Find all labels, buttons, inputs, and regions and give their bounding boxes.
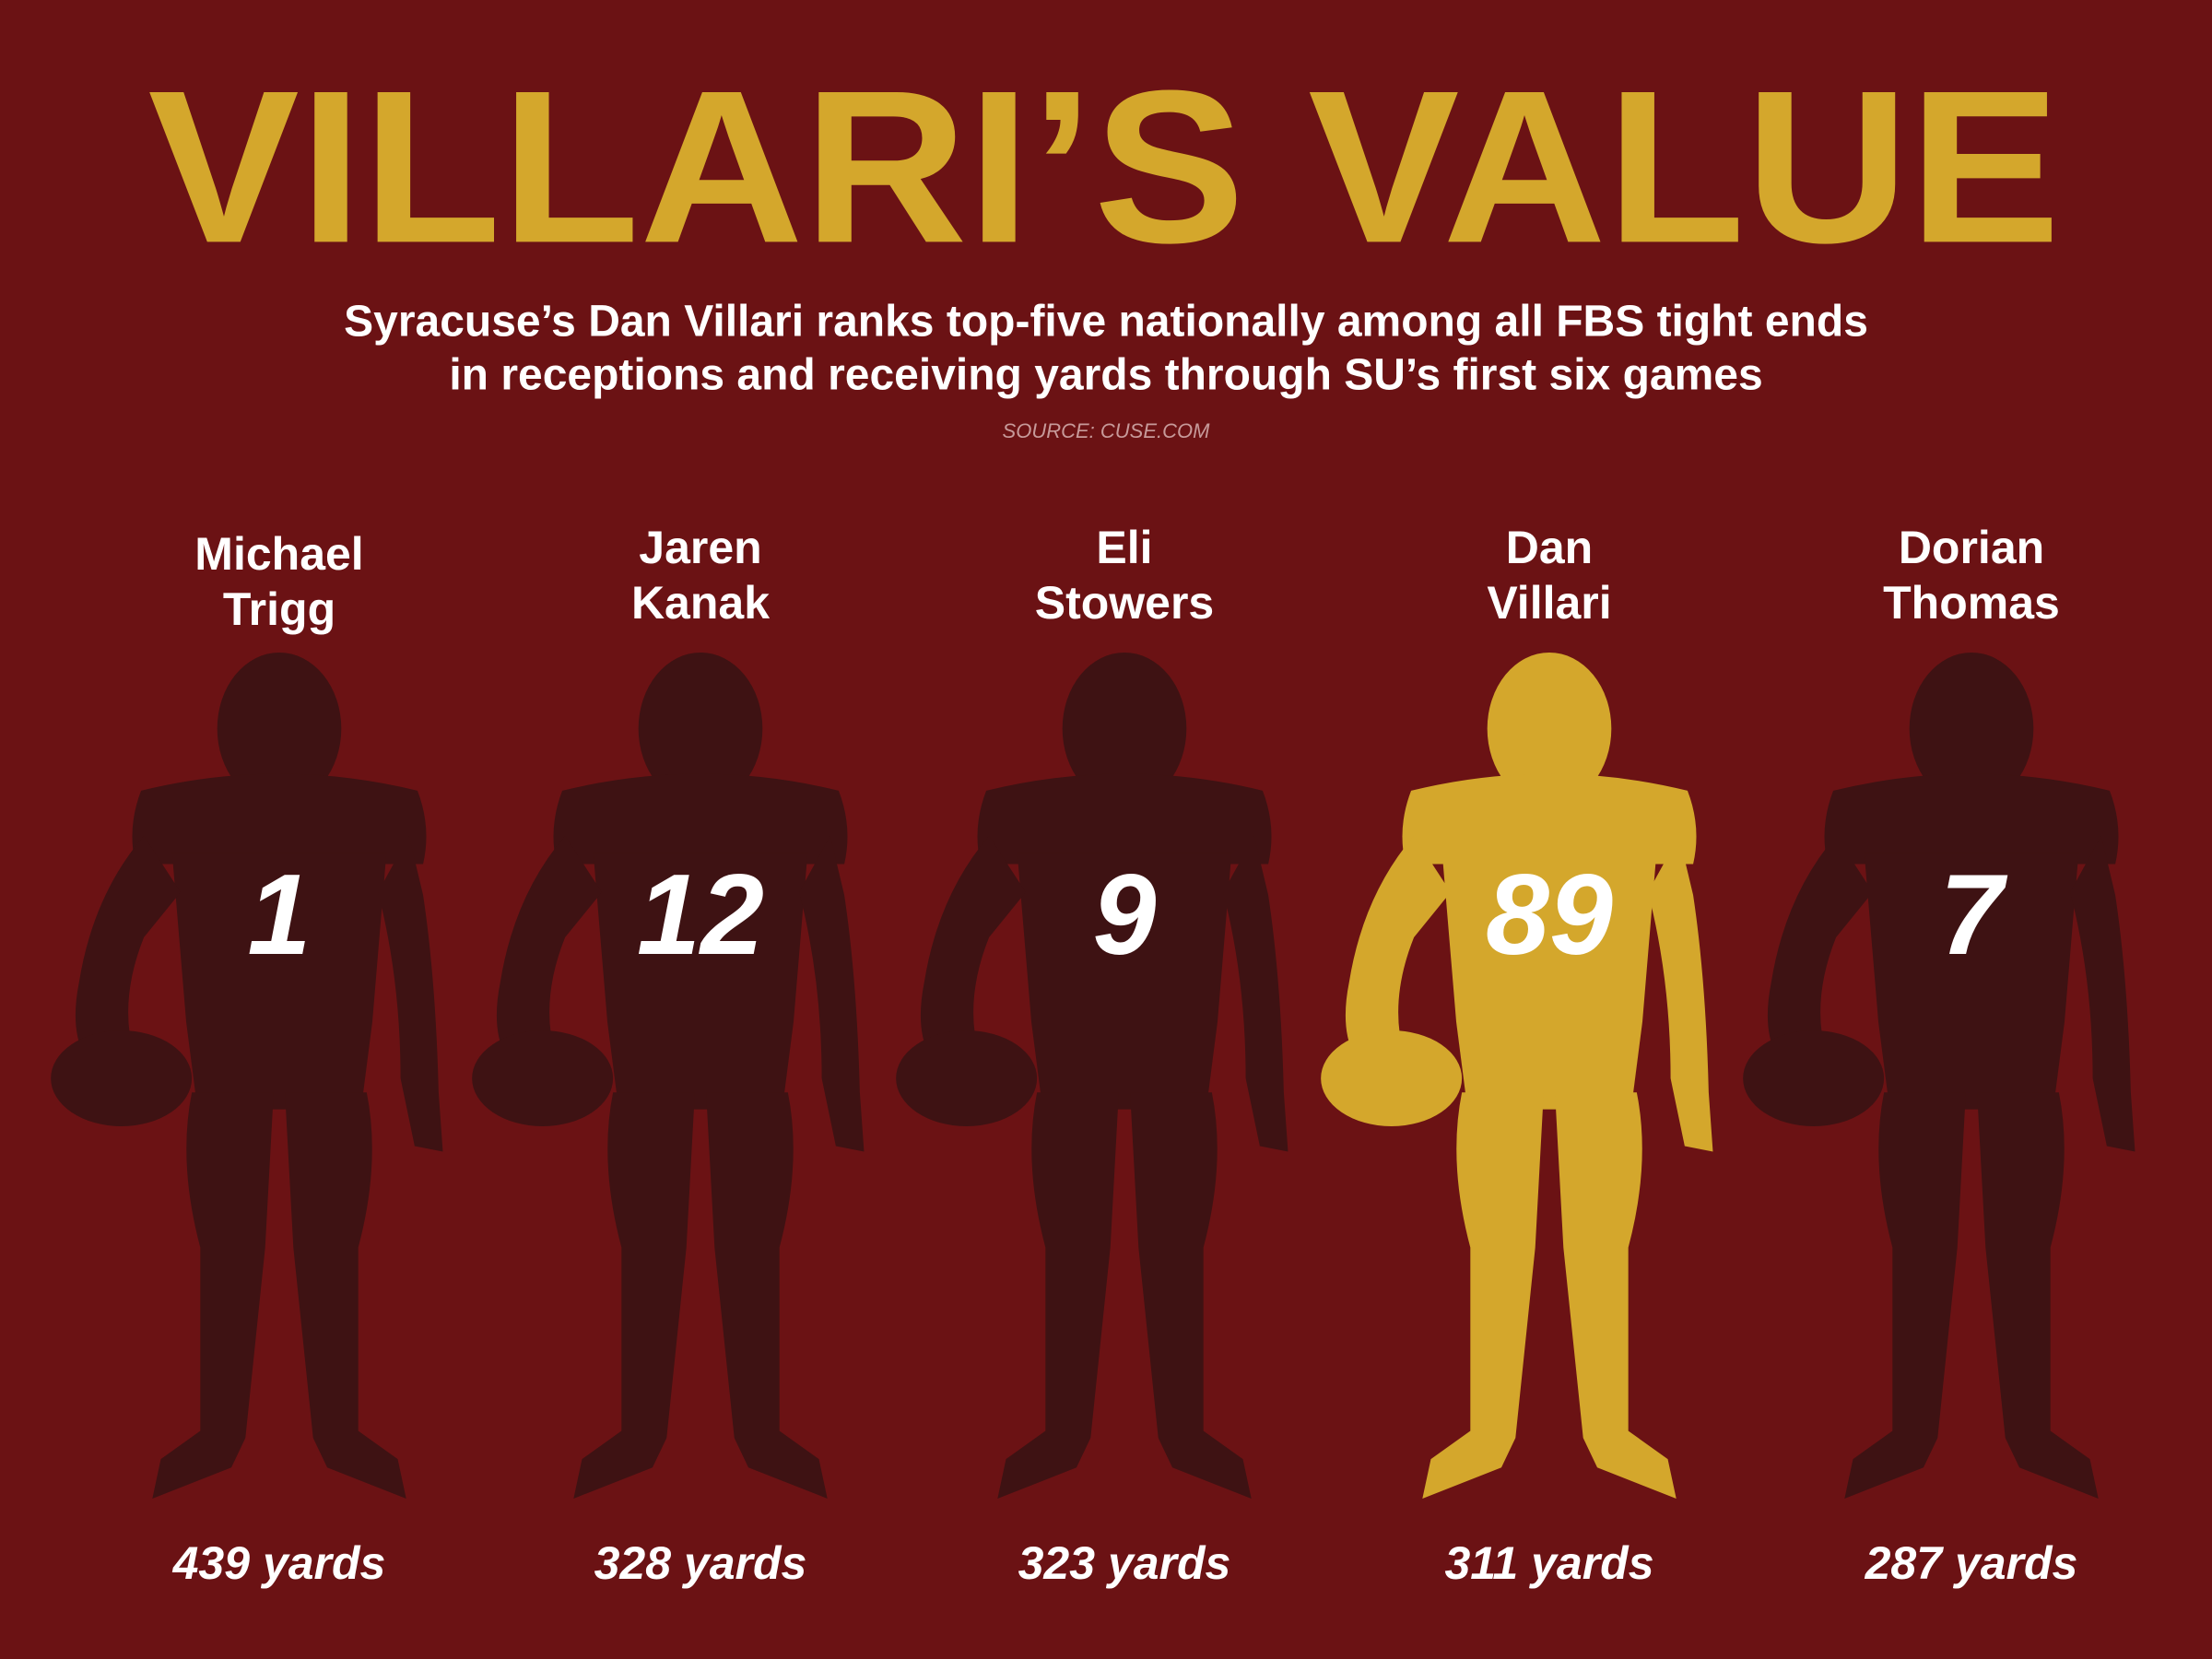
title: VILLARI’S VALUE — [148, 45, 2061, 288]
subtitle: Syracuse’s Dan Villari ranks top-five na… — [344, 298, 1868, 347]
player-last-name: Kanak — [631, 577, 770, 629]
player-last-name: Villari — [1487, 577, 1611, 629]
jersey-number: 1 — [248, 852, 312, 979]
jersey-number: 89 — [1486, 852, 1613, 979]
receiving-yards: 287 yards — [1865, 1537, 2078, 1589]
receiving-yards: 323 yards — [1018, 1537, 1231, 1589]
player-first-name: Eli — [1096, 522, 1152, 573]
jersey-number: 12 — [637, 852, 764, 979]
player-first-name: Dorian — [1899, 522, 2044, 573]
player-last-name: Stowers — [1035, 577, 1215, 629]
player-first-name: Dan — [1506, 522, 1593, 573]
player-last-name: Thomas — [1883, 577, 2060, 629]
player-first-name: Michael — [194, 528, 363, 580]
player-first-name: Jaren — [639, 522, 761, 573]
jersey-number: 7 — [1940, 852, 2008, 979]
jersey-number: 9 — [1093, 852, 1157, 979]
receiving-yards: 311 yards — [1444, 1537, 1653, 1589]
subtitle: in receptions and receiving yards throug… — [449, 351, 1762, 400]
player-last-name: Trigg — [223, 583, 335, 635]
receiving-yards: 328 yards — [594, 1537, 807, 1589]
source: SOURCE: CUSE.COM — [1003, 419, 1211, 442]
receiving-yards: 439 yards — [172, 1537, 386, 1589]
